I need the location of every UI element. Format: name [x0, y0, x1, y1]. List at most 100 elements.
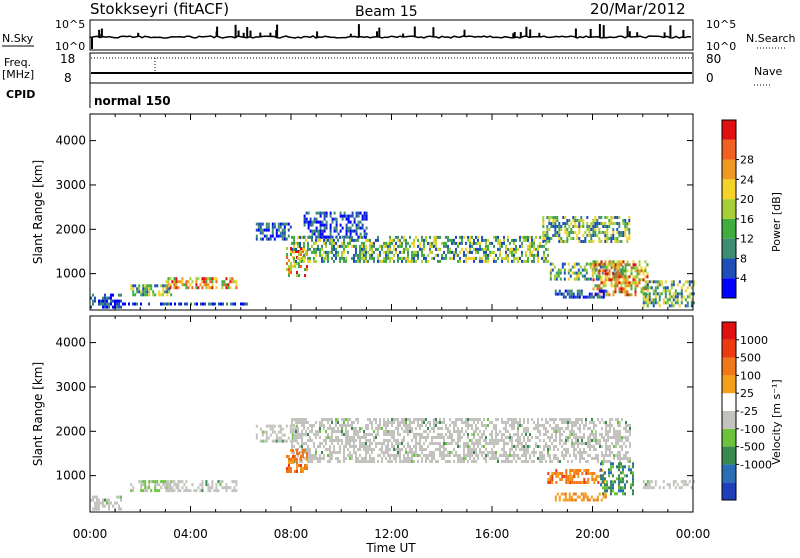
velocity-data-cell [629, 445, 631, 448]
power-data-cell [277, 234, 280, 238]
velocity-data-cell [463, 421, 465, 424]
velocity-data-cell [217, 480, 220, 484]
power-data-cell [467, 235, 469, 239]
power-data-cell [574, 225, 577, 228]
power-data-cell [668, 289, 671, 293]
velocity-data-cell [519, 439, 521, 442]
velocity-data-cell [563, 418, 565, 421]
power-data-cell [453, 238, 455, 242]
velocity-data-cell [371, 427, 373, 430]
power-data-cell [317, 211, 320, 215]
power-data-cell [487, 256, 489, 260]
velocity-data-cell [295, 427, 297, 430]
velocity-data-cell [371, 424, 373, 427]
sky-count-spike [246, 26, 249, 37]
power-data-cell [431, 244, 433, 248]
power-data-cell [499, 238, 501, 242]
velocity-data-cell [255, 436, 258, 440]
power-data-cell [167, 280, 170, 284]
velocity-data-cell [429, 430, 431, 433]
power-data-cell [106, 302, 108, 306]
velocity-data-cell [533, 454, 535, 457]
velocity-data-cell [148, 486, 151, 490]
velocity-data-cell [393, 457, 395, 460]
power-data-cell [431, 256, 433, 260]
velocity-data-cell [144, 483, 147, 487]
velocity-data-cell [459, 454, 461, 457]
velocity-data-cell [355, 457, 357, 460]
velocity-data-cell [632, 489, 634, 493]
velocity-data-cell [515, 418, 517, 421]
power-data-cell [501, 256, 503, 260]
velocity-data-cell [181, 480, 184, 484]
velocity-data-cell [279, 427, 282, 431]
velocity-data-cell [505, 442, 507, 445]
velocity-data-cell [549, 457, 551, 460]
velocity-data-cell [271, 430, 274, 434]
velocity-data-cell [443, 457, 445, 460]
power-data-cell [688, 295, 691, 299]
velocity-data-cell [445, 427, 447, 430]
velocity-data-cell [608, 468, 610, 472]
sky-count-spike [234, 24, 237, 37]
velocity-data-cell [467, 445, 469, 448]
velocity-data-cell [610, 486, 612, 490]
power-data-cell [546, 237, 549, 240]
power-data-cell [558, 228, 561, 231]
power-data-cell [288, 259, 290, 262]
velocity-data-cell [353, 421, 355, 424]
velocity-data-cell [369, 442, 371, 445]
velocity-data-cell [415, 439, 417, 442]
velocity-data-cell [616, 465, 618, 469]
velocity-data-cell [507, 454, 509, 457]
power-data-cell [232, 302, 234, 306]
velocity-data-cell [605, 421, 607, 424]
velocity-data-cell [391, 421, 393, 424]
power-data-cell [589, 277, 592, 281]
power-data-cell [471, 235, 473, 239]
velocity-data-cell [215, 486, 218, 490]
power-data-cell [325, 223, 328, 227]
power-data-cell [415, 250, 417, 254]
velocity-data-cell [449, 433, 451, 436]
velocity-data-cell [349, 442, 351, 445]
velocity-data-cell [303, 418, 305, 421]
power-data-cell [373, 250, 375, 254]
velocity-data-cell [307, 445, 309, 448]
velocity-data-cell [589, 472, 592, 475]
velocity-data-cell [549, 460, 551, 463]
velocity-data-cell [377, 460, 379, 463]
power-data-cell [604, 222, 607, 225]
power-data-cell [658, 292, 661, 296]
velocity-data-cell [423, 454, 425, 457]
velocity-data-cell [581, 451, 583, 454]
power-data-cell [451, 241, 453, 245]
velocity-data-cell [94, 501, 96, 505]
velocity-data-cell [331, 439, 333, 442]
power-data-cell [165, 286, 168, 290]
power-data-cell [525, 250, 527, 254]
velocity-data-cell [505, 421, 507, 424]
velocity-data-cell [211, 480, 214, 484]
velocity-data-cell [473, 457, 475, 460]
velocity-data-cell [179, 489, 182, 493]
velocity-data-cell [357, 436, 359, 439]
velocity-data-cell [573, 475, 576, 478]
velocity-data-cell [369, 433, 371, 436]
velocity-data-cell [427, 454, 429, 457]
power-data-cell [550, 216, 553, 219]
velocity-data-cell [457, 436, 459, 439]
velocity-data-cell [475, 430, 477, 433]
velocity-data-cell [321, 424, 323, 427]
velocity-data-cell [620, 462, 622, 466]
sky-count-spike [316, 31, 319, 37]
power-data-cell [257, 228, 260, 232]
power-data-cell [624, 275, 627, 279]
power-data-cell [479, 247, 481, 251]
power-data-cell [297, 241, 299, 245]
power-data-cell [614, 278, 617, 282]
power-data-cell [399, 241, 401, 245]
velocity-data-cell [593, 448, 595, 451]
velocity-data-cell [559, 436, 561, 439]
velocity-data-cell [160, 480, 163, 484]
